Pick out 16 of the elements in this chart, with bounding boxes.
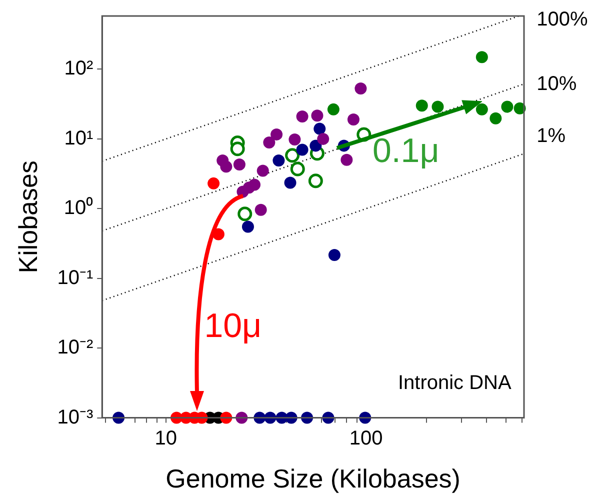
y-tick-label: 10⁻²	[57, 336, 94, 359]
y-tick-label: 10⁻¹	[57, 266, 94, 289]
y-tick-label: 10²	[64, 58, 94, 80]
y-tick-label: 10¹	[64, 127, 94, 150]
y-axis-title: Kilobases	[12, 160, 43, 274]
annotation: 10μ	[204, 306, 262, 345]
x-axis-title: Genome Size (Kilobases)	[166, 464, 460, 494]
text: 100%	[536, 8, 588, 31]
x-tick-label: 10	[154, 427, 178, 450]
y-tick-label: 10⁻³	[57, 406, 94, 428]
annotation: 0.1μ	[372, 132, 440, 170]
x-tick-label: 100	[349, 427, 383, 450]
text: 10%	[536, 72, 577, 95]
y-tick-label: 10⁰	[64, 196, 94, 220]
annotation: Intronic DNA	[398, 372, 512, 394]
text: 1%	[536, 125, 566, 148]
